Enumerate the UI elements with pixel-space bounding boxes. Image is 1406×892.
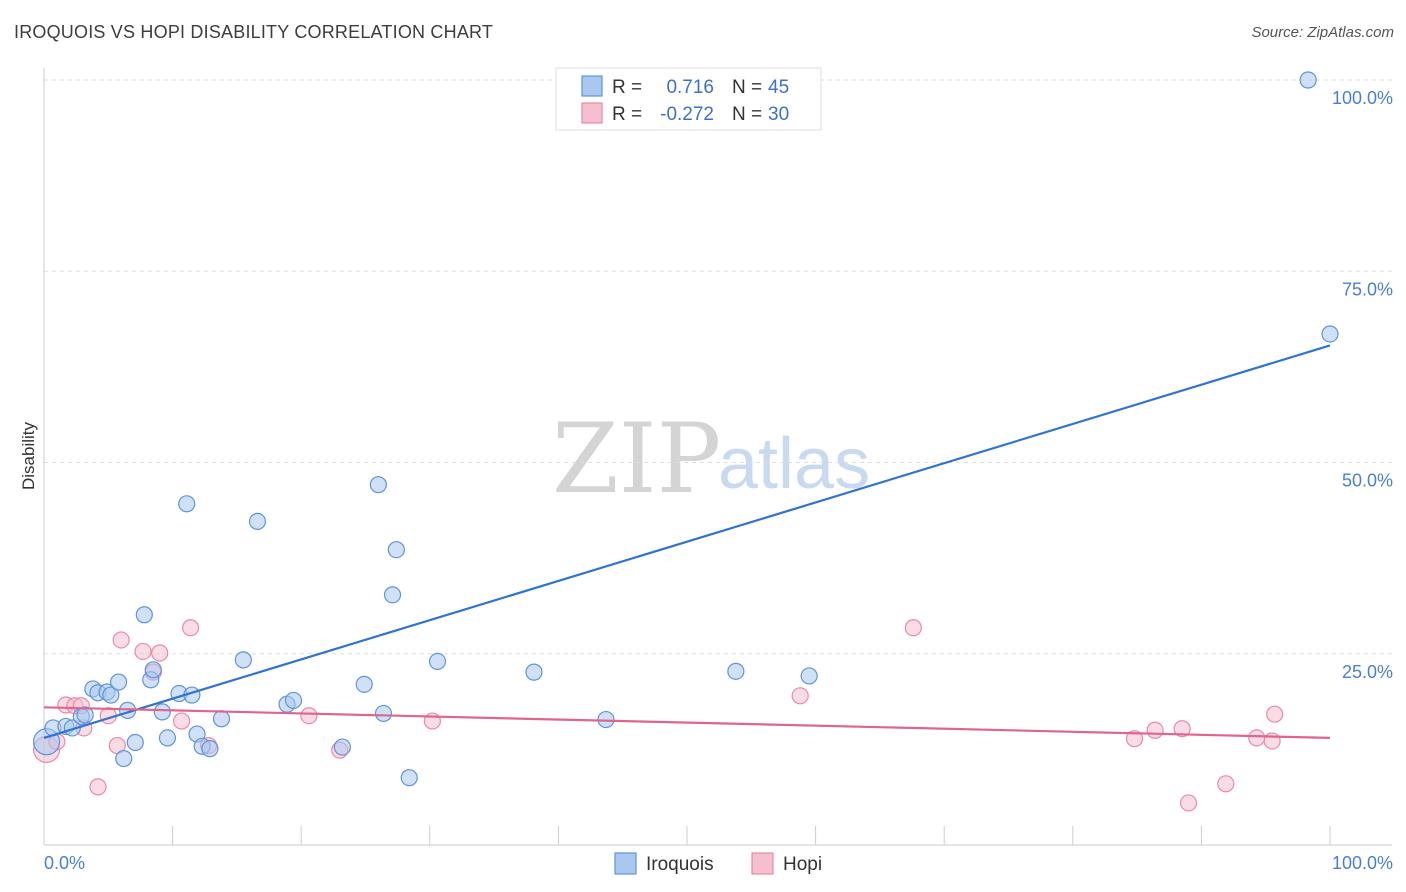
grid-layer	[44, 79, 1392, 655]
hopi-point-13	[173, 712, 191, 730]
iroquois-point-18	[158, 729, 177, 747]
axis-layer	[43, 68, 1392, 846]
trend-layer	[43, 344, 1331, 739]
legend-swatch-hopi	[581, 102, 603, 124]
iroquois-point-30	[333, 738, 351, 756]
legend-n-label-hopi: N =	[732, 104, 762, 125]
hopi-point-28	[1266, 705, 1284, 723]
legend-swatch-iroquois	[581, 75, 603, 97]
iroquois-point-32	[369, 476, 387, 494]
x-tick-layer	[172, 826, 1331, 845]
hopi-point-14	[182, 619, 200, 637]
hopi-point-9	[112, 631, 130, 649]
iroquois-point-31	[355, 675, 373, 693]
hopi-point-20	[904, 619, 922, 637]
stats-legend: R = 0.716 N = 45 R = -0.272 N = 30	[555, 67, 822, 131]
hopi-point-12	[151, 644, 169, 662]
y-axis-label: Disability	[19, 421, 38, 490]
legend-r-label-hopi: R =	[612, 104, 642, 125]
legend-n-label-iroquois: N =	[732, 77, 762, 98]
hopi-point-22	[1146, 721, 1164, 739]
legend-r-label-iroquois: R =	[612, 77, 642, 98]
iroquois-point-10	[109, 673, 128, 691]
chart-title: IROQUOIS VS HOPI DISABILITY CORRELATION …	[14, 22, 494, 42]
watermark-zip: ZIP	[552, 403, 721, 515]
chart-source: Source: ZipAtlas.com	[1251, 24, 1394, 41]
bottom-legend-label-hopi[interactable]: Hopi	[783, 854, 822, 875]
hopi-point-6	[89, 778, 107, 796]
iroquois-point-34	[383, 586, 402, 604]
iroquois-point-41	[800, 667, 818, 685]
iroquois-point-38	[525, 663, 543, 681]
iroquois-point-29	[284, 691, 303, 710]
legend-n-value-iroquois: 45	[768, 77, 789, 98]
hopi-point-16	[300, 707, 318, 725]
iroquois-trendline	[43, 344, 1331, 739]
iroquois-point-25	[212, 710, 231, 728]
hopi-point-23	[1173, 720, 1191, 738]
iroquois-point-16	[144, 661, 162, 679]
x-tick-label-min: 0.0%	[44, 853, 85, 873]
iroquois-point-5	[76, 706, 94, 724]
iroquois-point-40	[727, 662, 745, 680]
hopi-point-25	[1217, 775, 1235, 793]
legend-n-value-hopi: 30	[768, 104, 789, 125]
y-tick-label-50: 50.0%	[1342, 471, 1393, 491]
iroquois-point-17	[153, 703, 171, 721]
iroquois-point-37	[428, 652, 447, 671]
watermark-atlas: atlas	[718, 424, 870, 504]
iroquois-point-9	[102, 686, 120, 704]
hopi-point-19	[791, 687, 809, 705]
hopi-trendline	[43, 706, 1331, 739]
iroquois-point-36	[400, 769, 418, 787]
iroquois-point-20	[178, 495, 196, 513]
bottom-legend-swatch-iroquois[interactable]	[614, 852, 637, 875]
iroquois-point-27	[248, 512, 267, 531]
iroquois-points	[32, 71, 1339, 787]
iroquois-point-35	[387, 541, 405, 559]
bottom-legend-swatch-hopi[interactable]	[751, 852, 774, 875]
iroquois-point-24	[201, 740, 219, 758]
hopi-point-24	[1179, 794, 1198, 812]
hopi-point-10	[134, 642, 152, 661]
iroquois-point-13	[126, 733, 144, 752]
y-tick-label-25: 25.0%	[1342, 662, 1393, 682]
x-tick-label-max: 100.0%	[1332, 853, 1393, 873]
hopi-point-26	[1248, 729, 1266, 747]
iroquois-point-43	[1321, 325, 1339, 343]
legend-r-value-hopi: -0.272	[660, 104, 714, 125]
iroquois-point-42	[1299, 71, 1317, 89]
hopi-point-21	[1125, 730, 1144, 748]
y-tick-label-layer: 25.0% 50.0% 75.0% 100.0%	[1332, 88, 1393, 682]
iroquois-point-26	[234, 651, 252, 669]
iroquois-point-14	[135, 606, 153, 624]
y-tick-label-100: 100.0%	[1332, 88, 1393, 108]
iroquois-point-11	[115, 749, 133, 768]
legend-r-value-iroquois: 0.716	[666, 77, 714, 98]
bottom-legend-label-iroquois[interactable]: Iroquois	[646, 854, 714, 875]
series-legend: Iroquois Hopi	[614, 852, 822, 875]
iroquois-point-33	[374, 704, 393, 723]
y-tick-label-75: 75.0%	[1342, 279, 1393, 299]
